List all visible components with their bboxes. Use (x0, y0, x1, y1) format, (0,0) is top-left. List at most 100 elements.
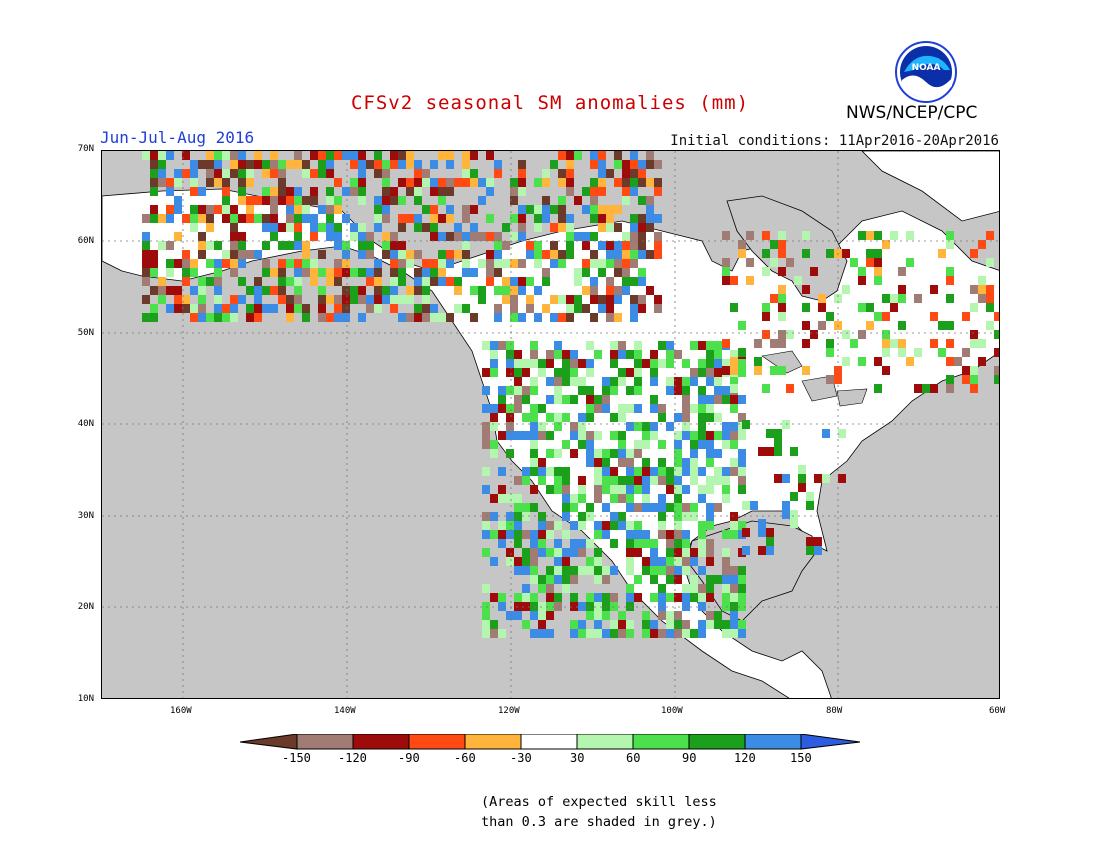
anomaly-cell (342, 214, 350, 223)
anomaly-cell (190, 286, 198, 295)
anomaly-cell (622, 286, 630, 295)
anomaly-cell (598, 151, 606, 160)
anomaly-cell (514, 431, 522, 440)
anomaly-cell (646, 250, 654, 259)
anomaly-cell (586, 458, 594, 467)
anomaly-cell (638, 250, 646, 259)
anomaly-cell (430, 160, 438, 169)
anomaly-cell (562, 395, 570, 404)
anomaly-cell (658, 476, 666, 485)
anomaly-cell (674, 593, 682, 602)
anomaly-cell (294, 232, 302, 241)
anomaly-cell (674, 440, 682, 449)
anomaly-cell (286, 187, 294, 196)
anomaly-cell (406, 151, 414, 160)
anomaly-cell (762, 303, 770, 312)
anomaly-cell (650, 476, 658, 485)
legend-tick-120: 120 (734, 751, 756, 765)
anomaly-cell (294, 196, 302, 205)
anomaly-cell (554, 341, 562, 350)
anomaly-cell (714, 359, 722, 368)
anomaly-cell (978, 294, 986, 303)
anomaly-cell (818, 294, 826, 303)
anomaly-cell (778, 312, 786, 321)
anomaly-cell (618, 440, 626, 449)
anomaly-cell (414, 178, 422, 187)
anomaly-cell (594, 521, 602, 530)
anomaly-cell (738, 485, 746, 494)
anomaly-cell (462, 151, 470, 160)
anomaly-cell (602, 386, 610, 395)
anomaly-cell (326, 151, 334, 160)
anomaly-cell (826, 312, 834, 321)
anomaly-cell (638, 178, 646, 187)
anomaly-cell (262, 304, 270, 313)
anomaly-cell (406, 214, 414, 223)
anomaly-cell (490, 449, 498, 458)
anomaly-cell (562, 575, 570, 584)
anomaly-cell (254, 250, 262, 259)
anomaly-cell (502, 259, 510, 268)
anomaly-cell (570, 422, 578, 431)
anomaly-cell (514, 350, 522, 359)
anomaly-cell (238, 187, 246, 196)
anomaly-cell (658, 521, 666, 530)
anomaly-cell (582, 286, 590, 295)
anomaly-cell (334, 313, 342, 322)
anomaly-cell (626, 350, 634, 359)
anomaly-cell (278, 295, 286, 304)
anomaly-cell (578, 377, 586, 386)
anomaly-cell (598, 214, 606, 223)
anomaly-cell (430, 205, 438, 214)
anomaly-cell (842, 285, 850, 294)
anomaly-cell (230, 151, 238, 160)
anomaly-cell (594, 611, 602, 620)
anomaly-cell (534, 214, 542, 223)
anomaly-cell (374, 268, 382, 277)
anomaly-cell (486, 214, 494, 223)
anomaly-cell (570, 431, 578, 440)
anomaly-cell (802, 339, 810, 348)
anomaly-cell (206, 277, 214, 286)
anomaly-cell (554, 422, 562, 431)
anomaly-cell (150, 178, 158, 187)
anomaly-cell (618, 368, 626, 377)
anomaly-cell (366, 295, 374, 304)
anomaly-cell (526, 277, 534, 286)
anomaly-cell (658, 593, 666, 602)
anomaly-cell (546, 602, 554, 611)
anomaly-cell (682, 566, 690, 575)
anomaly-cell (898, 294, 906, 303)
anomaly-cell (158, 160, 166, 169)
anomaly-cell (326, 214, 334, 223)
anomaly-cell (546, 485, 554, 494)
lat-label-20n: 20N (77, 602, 94, 612)
anomaly-cell (530, 386, 538, 395)
anomaly-cell (246, 304, 254, 313)
anomaly-cell (674, 467, 682, 476)
anomaly-cell (142, 277, 150, 286)
anomaly-cell (486, 151, 494, 160)
anomaly-cell (874, 312, 882, 321)
anomaly-cell (642, 539, 650, 548)
anomaly-cell (190, 304, 198, 313)
anomaly-cell (546, 377, 554, 386)
anomaly-cell (554, 350, 562, 359)
anomaly-cell (286, 214, 294, 223)
anomaly-cell (722, 339, 730, 348)
anomaly-cell (414, 268, 422, 277)
map-title: CFSv2 seasonal SM anomalies (mm) (350, 92, 750, 114)
anomaly-cell (590, 295, 598, 304)
anomaly-cell (698, 494, 706, 503)
anomaly-cell (606, 241, 614, 250)
anomaly-cell (538, 530, 546, 539)
lon-label-60w: 60W (989, 706, 1006, 716)
anomaly-cell (326, 169, 334, 178)
anomaly-cell (570, 602, 578, 611)
anomaly-cell (222, 187, 230, 196)
anomaly-cell (278, 259, 286, 268)
anomaly-cell (578, 620, 586, 629)
anomaly-cell (334, 259, 342, 268)
anomaly-cell (534, 313, 542, 322)
anomaly-cell (706, 350, 714, 359)
